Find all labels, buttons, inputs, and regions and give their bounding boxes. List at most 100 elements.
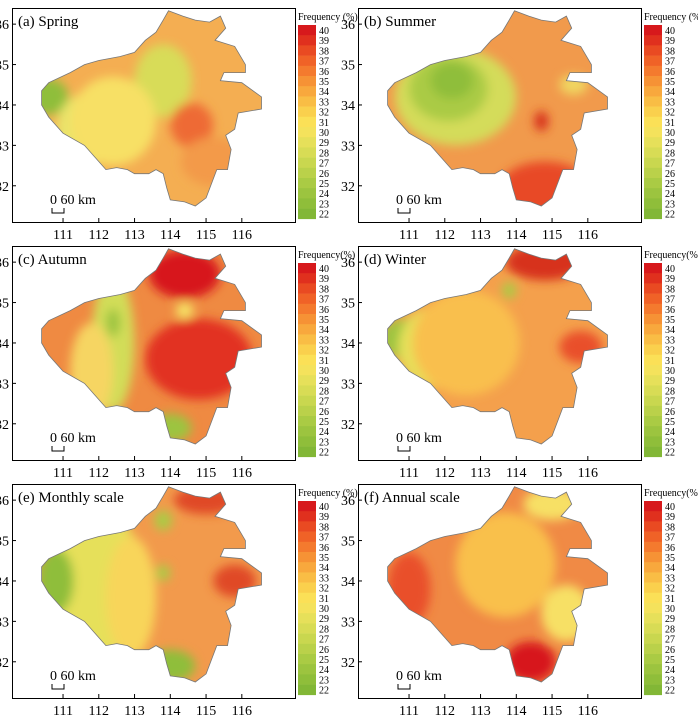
legend-swatch — [644, 436, 662, 447]
contour-zone — [534, 111, 549, 132]
legend-tick-label: 38 — [319, 284, 329, 295]
legend-tick-label: 36 — [319, 305, 329, 316]
legend-tick-label: 32 — [665, 346, 675, 357]
x-tick-label: 112 — [435, 466, 455, 481]
panel-label: (a) Spring — [18, 14, 79, 30]
panel-label: (e) Monthly scale — [18, 490, 124, 506]
legend-tick-label: 32 — [319, 584, 329, 595]
legend-tick-label: 34 — [319, 325, 329, 336]
x-tick-label: 114 — [160, 228, 180, 243]
contour-zone — [148, 250, 221, 299]
map-panel: (e) Monthly scale36353433321111121131141… — [0, 484, 358, 719]
y-tick-label: 36 — [341, 256, 355, 271]
scale-bar-label: 0 60 km — [50, 193, 96, 208]
legend-tick-label: 37 — [665, 57, 675, 68]
legend-swatch — [298, 643, 316, 655]
frequency-field — [387, 486, 608, 682]
y-tick-label: 35 — [341, 297, 355, 312]
legend-swatch — [298, 25, 316, 36]
y-tick-label: 34 — [0, 99, 9, 114]
legend-tick-label: 27 — [319, 397, 329, 408]
legend-swatch — [298, 603, 316, 614]
legend-tick-label: 30 — [665, 604, 675, 615]
legend-tick-label: 22 — [319, 448, 329, 459]
legend-tick-label: 39 — [319, 512, 329, 523]
legend-swatch — [644, 45, 662, 56]
legend-tick-label: 38 — [319, 46, 329, 57]
legend-tick-label: 28 — [319, 624, 329, 635]
legend-tick-label: 30 — [319, 604, 329, 615]
legend-tick-label: 34 — [665, 325, 675, 336]
x-tick-label: 116 — [578, 466, 598, 481]
legend-swatch — [298, 157, 316, 169]
legend-swatch — [644, 405, 662, 417]
legend-swatch — [644, 511, 662, 522]
legend-swatch — [644, 35, 662, 46]
y-tick-label: 33 — [341, 377, 355, 392]
legend-tick-label: 22 — [319, 210, 329, 221]
y-tick-label: 34 — [341, 575, 355, 590]
legend-swatch — [298, 137, 316, 148]
legend-tick-label: 27 — [319, 159, 329, 170]
legend-swatch — [644, 303, 662, 315]
legend-tick-label: 30 — [319, 128, 329, 139]
legend-swatch — [644, 385, 662, 396]
legend-swatch — [298, 531, 316, 543]
legend-swatch — [298, 446, 316, 458]
legend-swatch — [644, 283, 662, 294]
legend-swatch — [298, 283, 316, 294]
contour-zone — [170, 102, 214, 148]
x-tick-label: 116 — [232, 466, 252, 481]
legend-tick-label: 28 — [665, 148, 675, 159]
legend-tick-label: 34 — [319, 87, 329, 98]
legend-swatch — [298, 334, 316, 345]
legend-swatch — [298, 55, 316, 67]
x-tick-label: 116 — [232, 704, 252, 719]
legend-swatch — [298, 208, 316, 220]
legend-swatch — [644, 654, 662, 665]
y-tick-label: 32 — [341, 180, 355, 195]
legend-swatch — [298, 385, 316, 396]
y-tick-label: 33 — [0, 615, 9, 630]
legend-swatch — [644, 167, 662, 179]
legend-tick-label: 38 — [319, 522, 329, 533]
legend-swatch — [644, 106, 662, 118]
legend-tick-label: 25 — [319, 655, 329, 666]
x-tick-label: 115 — [542, 228, 562, 243]
legend-swatch — [298, 178, 316, 189]
province-boundary — [41, 248, 262, 445]
frequency-field — [387, 10, 608, 206]
x-tick-label: 111 — [53, 466, 73, 481]
y-tick-label: 34 — [341, 99, 355, 114]
legend-tick-label: 39 — [665, 36, 675, 47]
legend-tick-label: 25 — [665, 417, 675, 428]
legend-tick-label: 22 — [665, 210, 675, 221]
x-tick-label: 111 — [399, 228, 419, 243]
legend-tick-label: 29 — [319, 614, 329, 625]
legend-swatch — [644, 96, 662, 107]
legend-swatch — [298, 572, 316, 583]
legend-tick-label: 32 — [319, 108, 329, 119]
legend-tick-label: 39 — [319, 36, 329, 47]
legend-swatch — [298, 405, 316, 417]
panel-label: (c) Autumn — [18, 252, 87, 268]
legend-swatch — [298, 365, 316, 376]
legend-swatch — [298, 416, 316, 427]
y-tick-label: 35 — [0, 535, 9, 550]
legend-swatch — [644, 324, 662, 335]
legend-tick-label: 25 — [319, 417, 329, 428]
legend-tick-label: 33 — [319, 97, 329, 108]
legend-tick-label: 37 — [319, 533, 329, 544]
scale-bar — [397, 208, 411, 214]
y-tick-label: 36 — [341, 18, 355, 33]
scale-bar — [51, 446, 65, 452]
legend-tick-label: 38 — [665, 284, 675, 295]
legend-swatch — [298, 501, 316, 512]
legend-tick-label: 28 — [319, 148, 329, 159]
legend-tick-label: 29 — [665, 376, 675, 387]
legend-swatch — [644, 76, 662, 87]
legend-tick-label: 36 — [665, 543, 675, 554]
legend-swatch — [298, 436, 316, 447]
legend-swatch — [644, 572, 662, 583]
